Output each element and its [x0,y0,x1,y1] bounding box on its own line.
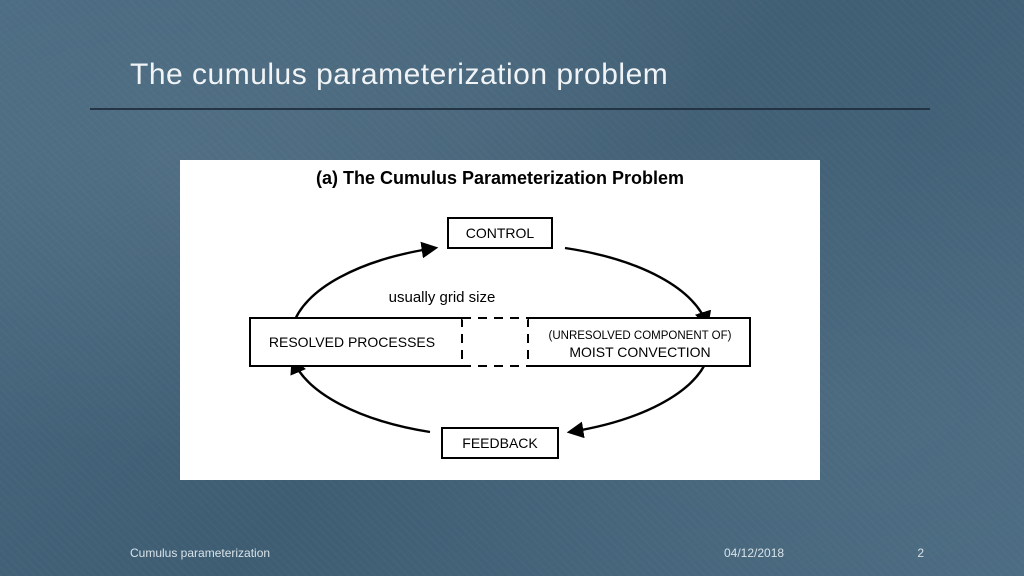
figure-panel: (a) The Cumulus Parameterization Problem… [180,160,820,480]
footer-date: 04/12/2018 [724,546,884,560]
control-label: CONTROL [466,225,535,241]
footer-left: Cumulus parameterization [130,546,724,560]
arc-bottom-right [570,360,707,432]
footer-page-number: 2 [884,546,924,560]
figure-caption: (a) The Cumulus Parameterization Problem [180,168,820,189]
title-underline [90,108,930,110]
grid-size-note: usually grid size [389,289,496,306]
slide-title: The cumulus parameterization problem [130,58,668,92]
unresolved-component-label: (UNRESOLVED COMPONENT OF) [549,330,732,342]
arc-top-right [565,248,707,325]
resolved-processes-label: RESOLVED PROCESSES [269,334,435,350]
slide-footer: Cumulus parameterization 04/12/2018 2 [0,546,1024,560]
feedback-label: FEEDBACK [462,435,538,451]
parameterization-diagram: CONTROL FEEDBACK RESOLVED PROCESSES (UNR… [180,200,820,480]
arc-top-left [293,248,435,325]
moist-convection-label: MOIST CONVECTION [569,344,710,360]
arc-bottom-left [293,360,430,432]
